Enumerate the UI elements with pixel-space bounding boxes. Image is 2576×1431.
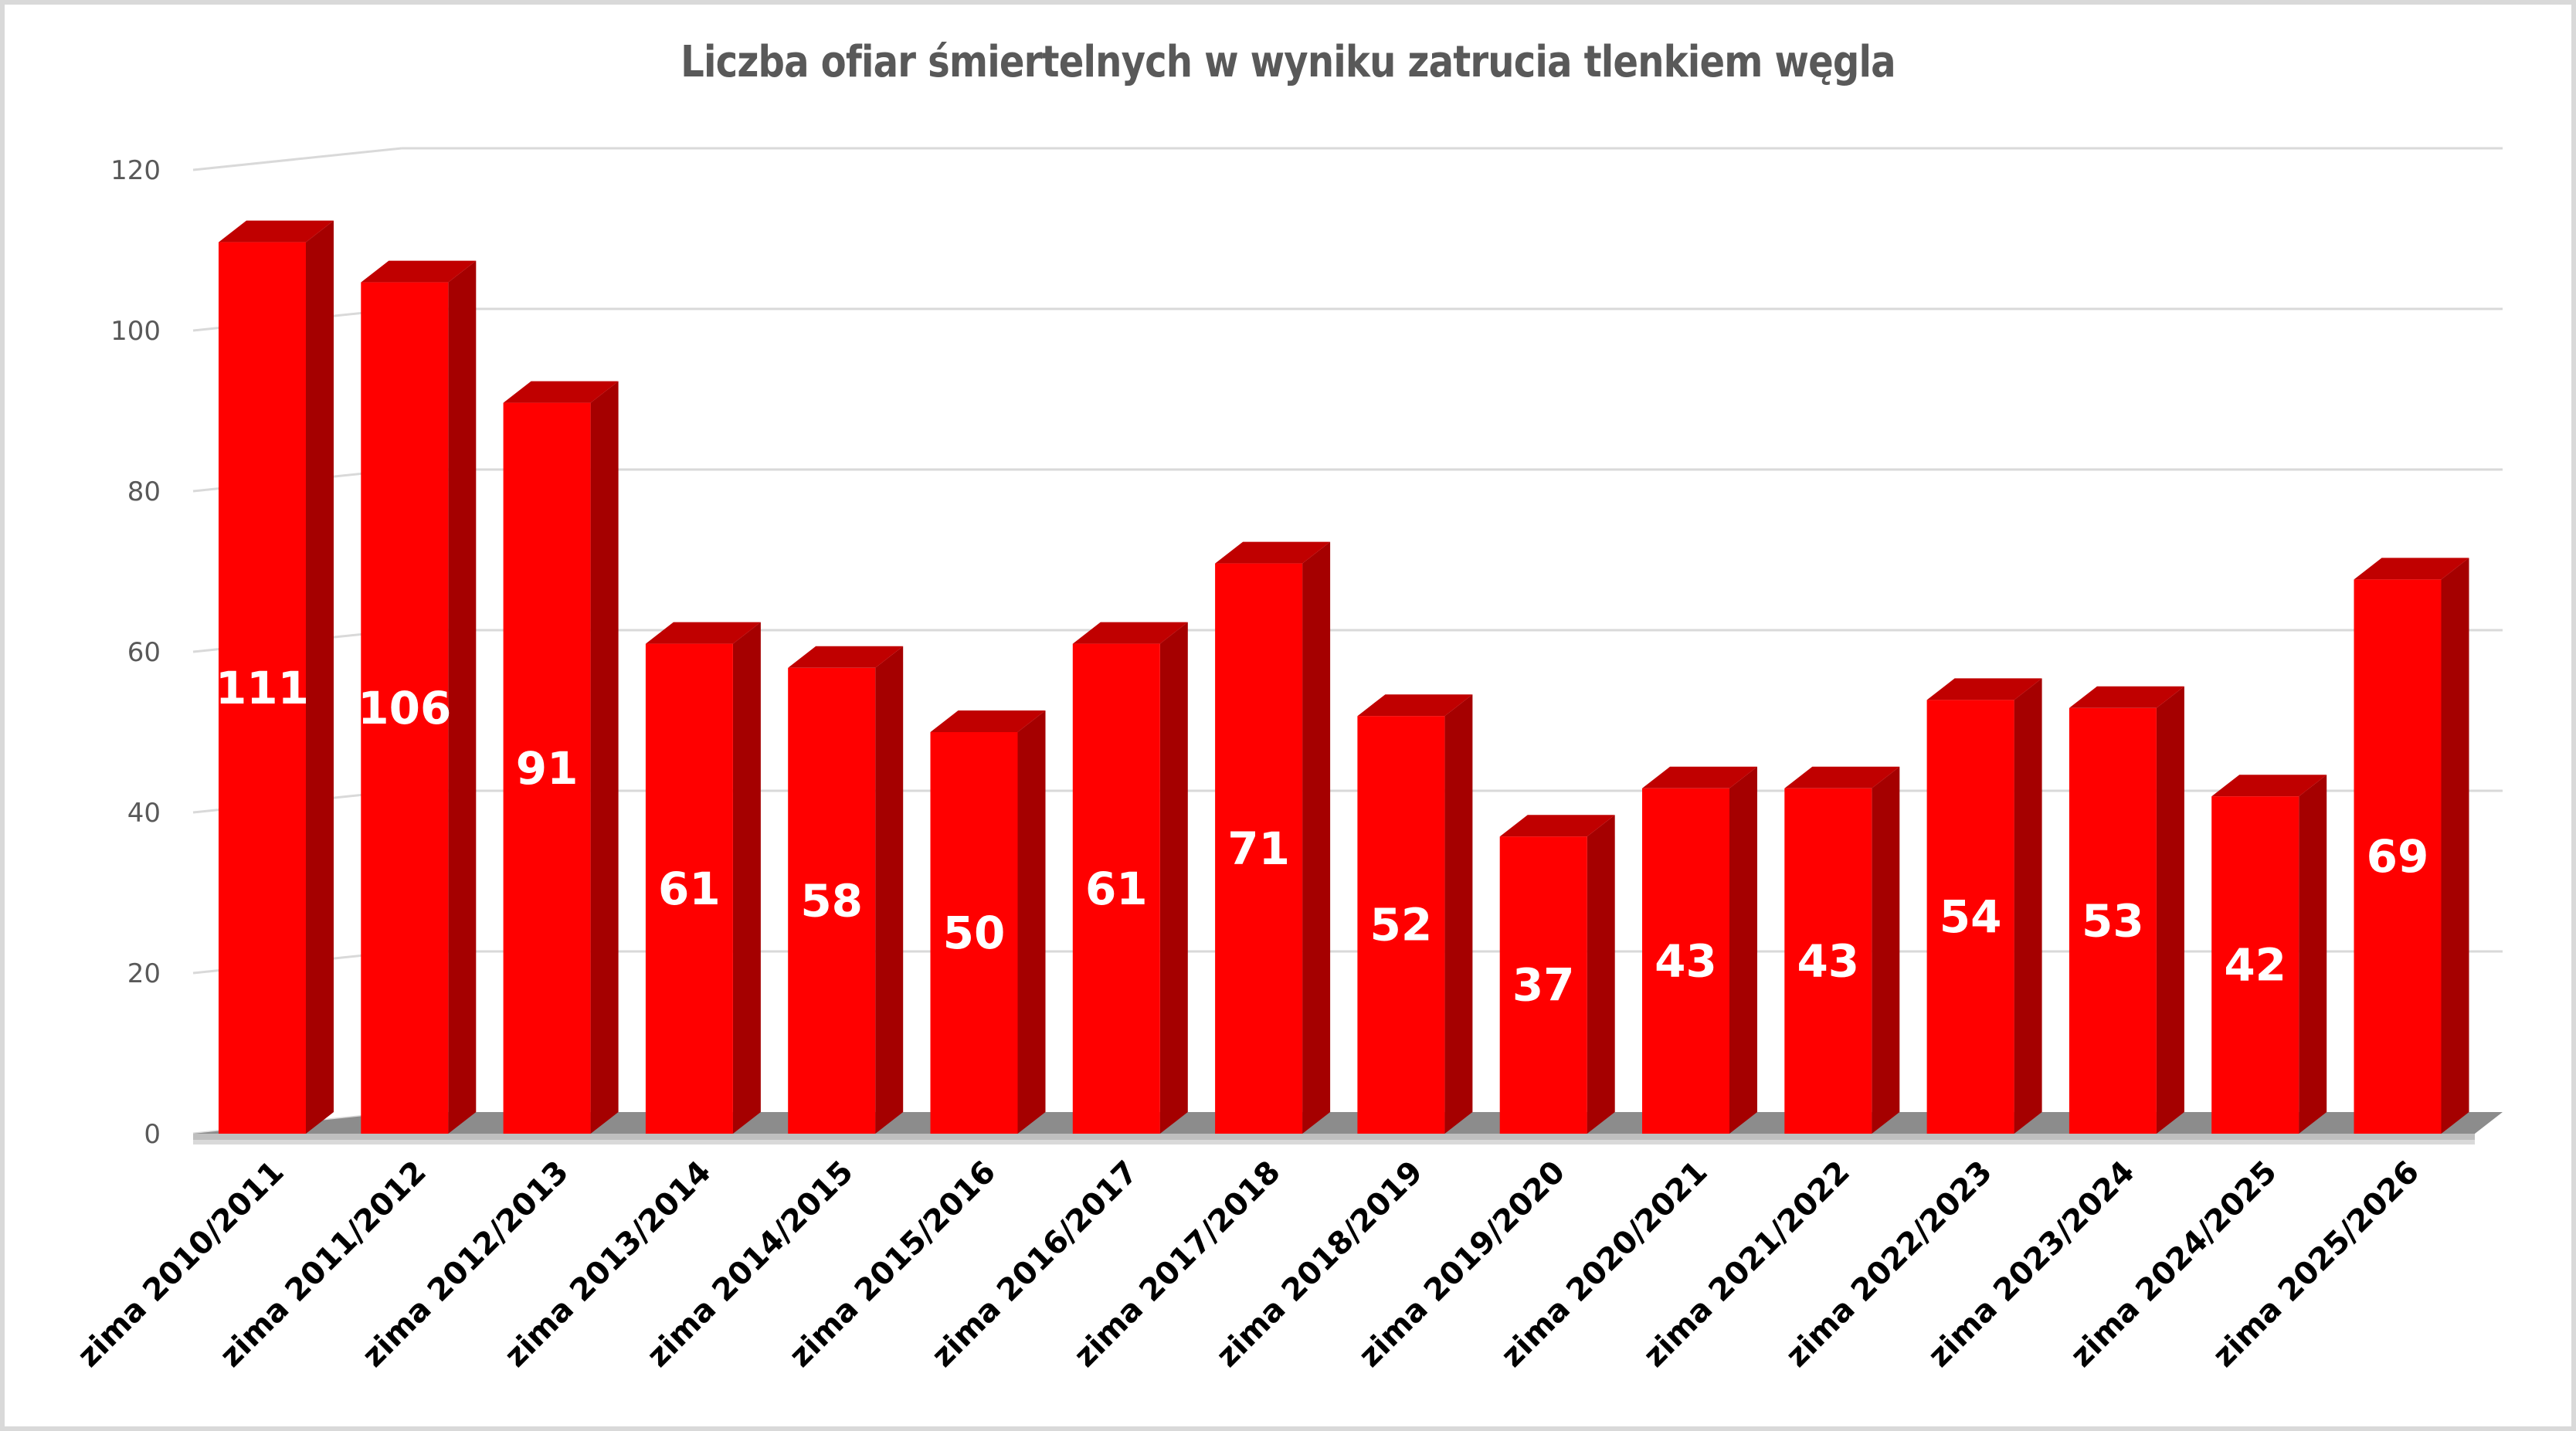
bar-top: [1926, 678, 2042, 700]
data-label: 37: [1512, 959, 1575, 1012]
bar: 61: [645, 622, 761, 1134]
bar-top: [2211, 775, 2327, 797]
bar-side: [732, 622, 761, 1134]
data-label: 50: [943, 907, 1006, 959]
bar-top: [219, 220, 334, 242]
bar-top: [2069, 686, 2184, 708]
bar: 106: [358, 260, 477, 1134]
bar: 71: [1215, 541, 1331, 1134]
y-tick-label: 20: [127, 958, 161, 989]
y-axis: 0 20 40 60 80 100 120: [110, 155, 161, 1150]
bar-front: [788, 667, 876, 1134]
bar-side: [1729, 766, 1757, 1134]
bar-top: [1357, 694, 1473, 717]
chart-floor: [193, 1112, 2503, 1144]
bar-front: [1357, 716, 1445, 1134]
bar-front: [1642, 788, 1729, 1134]
bar-top: [1642, 766, 1757, 788]
data-label: 43: [1655, 934, 1717, 987]
bar-top: [2354, 558, 2469, 580]
data-label: 61: [658, 863, 721, 915]
y-tick-label: 60: [127, 637, 161, 668]
bar: 53: [2069, 686, 2184, 1134]
bar-side: [306, 220, 334, 1134]
data-label: 71: [1227, 822, 1290, 875]
bar: 42: [2211, 775, 2327, 1134]
bar-top: [645, 622, 761, 644]
data-label: 91: [516, 742, 579, 795]
bar-top: [361, 260, 477, 283]
bar: 111: [216, 220, 334, 1134]
data-label: 106: [358, 682, 451, 734]
bar-front: [1072, 643, 1160, 1134]
bar: 61: [1072, 622, 1188, 1134]
bar-side: [1159, 622, 1188, 1134]
bar-side: [2014, 678, 2042, 1134]
bar-top: [930, 710, 1046, 732]
bar-side: [1444, 694, 1473, 1134]
bar: 50: [930, 710, 1046, 1134]
bar-side: [1302, 541, 1331, 1134]
bar-top: [1215, 541, 1331, 564]
y-tick-label: 100: [110, 316, 161, 347]
bar-side: [2299, 775, 2327, 1134]
data-label: 52: [1370, 899, 1433, 951]
bar: 91: [503, 381, 619, 1134]
bar-front: [2069, 707, 2157, 1134]
bar-side: [448, 260, 477, 1134]
bar-side: [2156, 686, 2184, 1134]
data-label: 58: [800, 874, 863, 927]
bar-front: [503, 402, 591, 1134]
bar-front: [219, 242, 306, 1134]
bar: 37: [1499, 815, 1615, 1134]
floor-top: [193, 1112, 2503, 1134]
bar-top: [1072, 622, 1188, 644]
bar-side: [1017, 710, 1046, 1134]
bar: 43: [1642, 766, 1757, 1134]
data-label: 111: [216, 662, 309, 714]
bar-front: [1926, 700, 2014, 1134]
bar-top: [1784, 766, 1900, 788]
floor-edge-light: [193, 1140, 2475, 1144]
chart-title: Liczba ofiar śmiertelnych w wyniku zatru…: [680, 37, 1896, 87]
bar-side: [875, 646, 904, 1134]
bar-side: [590, 381, 619, 1134]
bar: 52: [1357, 694, 1473, 1134]
data-label: 43: [1797, 934, 1859, 987]
y-tick-label: 0: [144, 1119, 161, 1150]
y-tick-label: 40: [127, 798, 161, 829]
bar-front: [361, 282, 449, 1134]
bar: 58: [788, 646, 904, 1134]
bar-front: [1784, 788, 1872, 1134]
data-label: 42: [2224, 939, 2286, 992]
bar-side: [1587, 815, 1615, 1134]
bar-side: [1872, 766, 1900, 1134]
bar: 69: [2354, 558, 2469, 1134]
bar: 54: [1926, 678, 2042, 1134]
gridline: [192, 147, 402, 171]
bar-top: [1499, 815, 1615, 837]
bar-side: [2441, 558, 2469, 1134]
data-label: 54: [1940, 890, 2002, 943]
bar-top: [503, 381, 619, 403]
bar: 43: [1784, 766, 1900, 1134]
bar-front: [2211, 796, 2299, 1134]
bar-front: [930, 732, 1018, 1134]
y-tick-label: 80: [127, 476, 161, 507]
bars: 111 106 91 61 58 50 61 71 52 37 43 43 54 53 42 69: [216, 220, 2469, 1134]
y-tick-label: 120: [110, 155, 161, 186]
bar-front: [1499, 836, 1587, 1134]
data-label: 61: [1085, 863, 1148, 915]
bar-front: [1215, 563, 1303, 1134]
data-label: 53: [2082, 894, 2144, 947]
floor-edge: [193, 1134, 2475, 1140]
bar-front: [2354, 579, 2442, 1134]
bar-front: [645, 643, 733, 1134]
data-label: 69: [2367, 830, 2429, 883]
bar-top: [788, 646, 904, 668]
